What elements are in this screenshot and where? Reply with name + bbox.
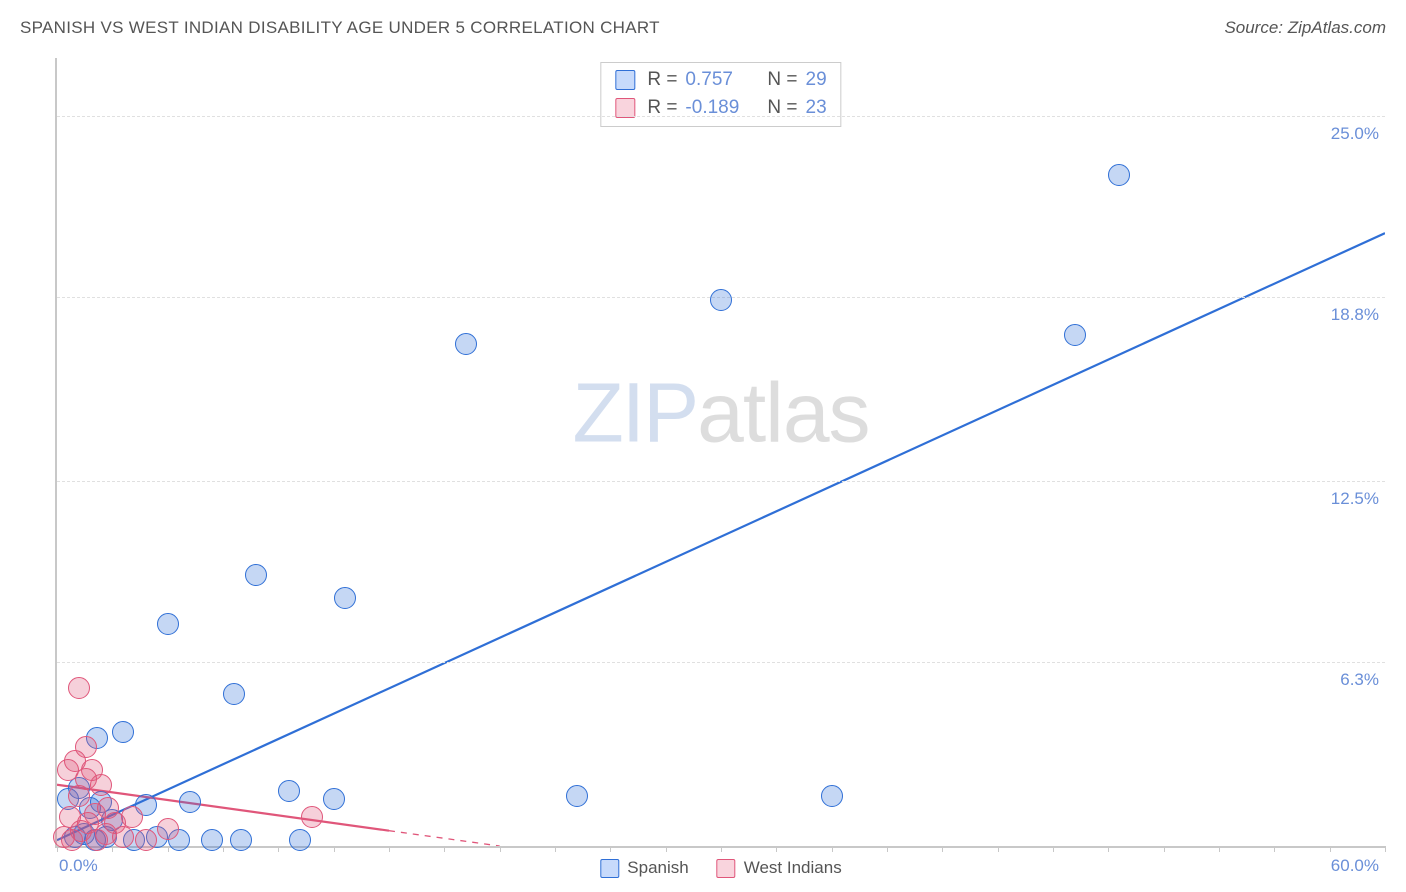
x-tick [666, 846, 667, 852]
data-point-west_indians [68, 677, 90, 699]
x-tick [500, 846, 501, 852]
n-value-west-indians: 23 [806, 94, 827, 122]
n-label: N = [767, 66, 797, 94]
gridline [57, 116, 1385, 117]
trend-lines [57, 58, 1385, 846]
data-point-spanish [223, 683, 245, 705]
data-point-spanish [179, 791, 201, 813]
y-tick-label: 12.5% [1331, 489, 1379, 509]
x-tick [942, 846, 943, 852]
regression-line-ext-west_indians [389, 831, 500, 846]
data-point-spanish [289, 829, 311, 851]
x-axis-max: 60.0% [1331, 856, 1379, 876]
swatch-spanish [600, 859, 619, 878]
x-tick [334, 846, 335, 852]
data-point-west_indians [121, 806, 143, 828]
data-point-west_indians [301, 806, 323, 828]
x-tick [278, 846, 279, 852]
x-tick [1164, 846, 1165, 852]
x-tick [776, 846, 777, 852]
data-point-spanish [455, 333, 477, 355]
legend-item-spanish: Spanish [600, 858, 688, 878]
chart-title: SPANISH VS WEST INDIAN DISABILITY AGE UN… [20, 18, 660, 38]
data-point-spanish [1064, 324, 1086, 346]
data-point-spanish [710, 289, 732, 311]
x-tick [1274, 846, 1275, 852]
r-label: R = [647, 66, 677, 94]
regression-line-spanish [57, 233, 1385, 840]
swatch-west-indians [717, 859, 736, 878]
legend-row-west-indians: R = -0.189 N = 23 [615, 94, 826, 122]
data-point-spanish [334, 587, 356, 609]
r-value-spanish: 0.757 [685, 66, 749, 94]
x-tick [1108, 846, 1109, 852]
legend-series: Spanish West Indians [600, 858, 841, 878]
data-point-west_indians [112, 826, 134, 848]
x-tick [223, 846, 224, 852]
n-label: N = [767, 94, 797, 122]
watermark: ZIPatlas [572, 364, 869, 461]
data-point-spanish [157, 613, 179, 635]
x-tick [998, 846, 999, 852]
data-point-spanish [821, 785, 843, 807]
y-tick-label: 6.3% [1340, 670, 1379, 690]
series-name-west-indians: West Indians [744, 858, 842, 878]
gridline [57, 662, 1385, 663]
r-label: R = [647, 94, 677, 122]
legend-item-west-indians: West Indians [717, 858, 842, 878]
n-value-spanish: 29 [806, 66, 827, 94]
data-point-spanish [230, 829, 252, 851]
x-tick [112, 846, 113, 852]
data-point-west_indians [75, 736, 97, 758]
legend-row-spanish: R = 0.757 N = 29 [615, 66, 826, 94]
x-tick [1385, 846, 1386, 852]
data-point-spanish [201, 829, 223, 851]
x-tick [1053, 846, 1054, 852]
x-tick [1330, 846, 1331, 852]
x-tick [887, 846, 888, 852]
data-point-west_indians [135, 829, 157, 851]
r-value-west-indians: -0.189 [685, 94, 749, 122]
x-tick [555, 846, 556, 852]
x-axis-min: 0.0% [59, 856, 98, 876]
source-label: Source: ZipAtlas.com [1224, 18, 1386, 38]
data-point-west_indians [90, 774, 112, 796]
watermark-atlas: atlas [697, 365, 869, 459]
y-tick-label: 18.8% [1331, 305, 1379, 325]
x-tick [389, 846, 390, 852]
data-point-spanish [278, 780, 300, 802]
x-tick [610, 846, 611, 852]
x-tick [1219, 846, 1220, 852]
data-point-spanish [1108, 164, 1130, 186]
scatter-plot: ZIPatlas R = 0.757 N = 29 R = -0.189 N =… [55, 58, 1385, 848]
x-tick [721, 846, 722, 852]
gridline [57, 481, 1385, 482]
data-point-west_indians [157, 818, 179, 840]
data-point-spanish [245, 564, 267, 586]
x-tick [168, 846, 169, 852]
y-tick-label: 25.0% [1331, 124, 1379, 144]
data-point-spanish [112, 721, 134, 743]
x-tick [444, 846, 445, 852]
watermark-zip: ZIP [572, 365, 697, 459]
series-name-spanish: Spanish [627, 858, 688, 878]
swatch-west-indians [615, 98, 635, 118]
data-point-spanish [566, 785, 588, 807]
data-point-spanish [323, 788, 345, 810]
swatch-spanish [615, 70, 635, 90]
x-tick [832, 846, 833, 852]
